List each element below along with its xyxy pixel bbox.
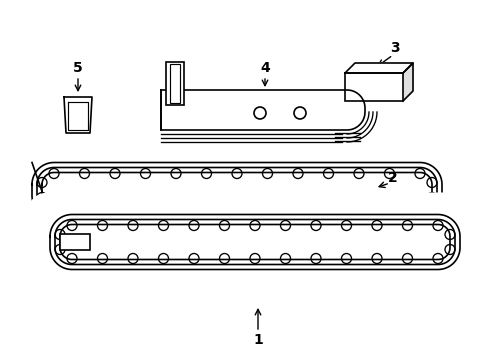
- Text: 4: 4: [260, 61, 269, 75]
- Text: 2: 2: [387, 171, 397, 185]
- Polygon shape: [402, 63, 412, 101]
- FancyBboxPatch shape: [28, 193, 481, 292]
- Text: 1: 1: [253, 333, 263, 347]
- Bar: [170, 64, 180, 103]
- Polygon shape: [345, 63, 412, 73]
- Text: 3: 3: [389, 41, 399, 55]
- Polygon shape: [161, 90, 364, 130]
- Bar: [165, 62, 183, 105]
- Polygon shape: [64, 97, 92, 133]
- Text: 5: 5: [73, 61, 82, 75]
- Bar: [345, 73, 402, 101]
- Bar: [60, 234, 90, 250]
